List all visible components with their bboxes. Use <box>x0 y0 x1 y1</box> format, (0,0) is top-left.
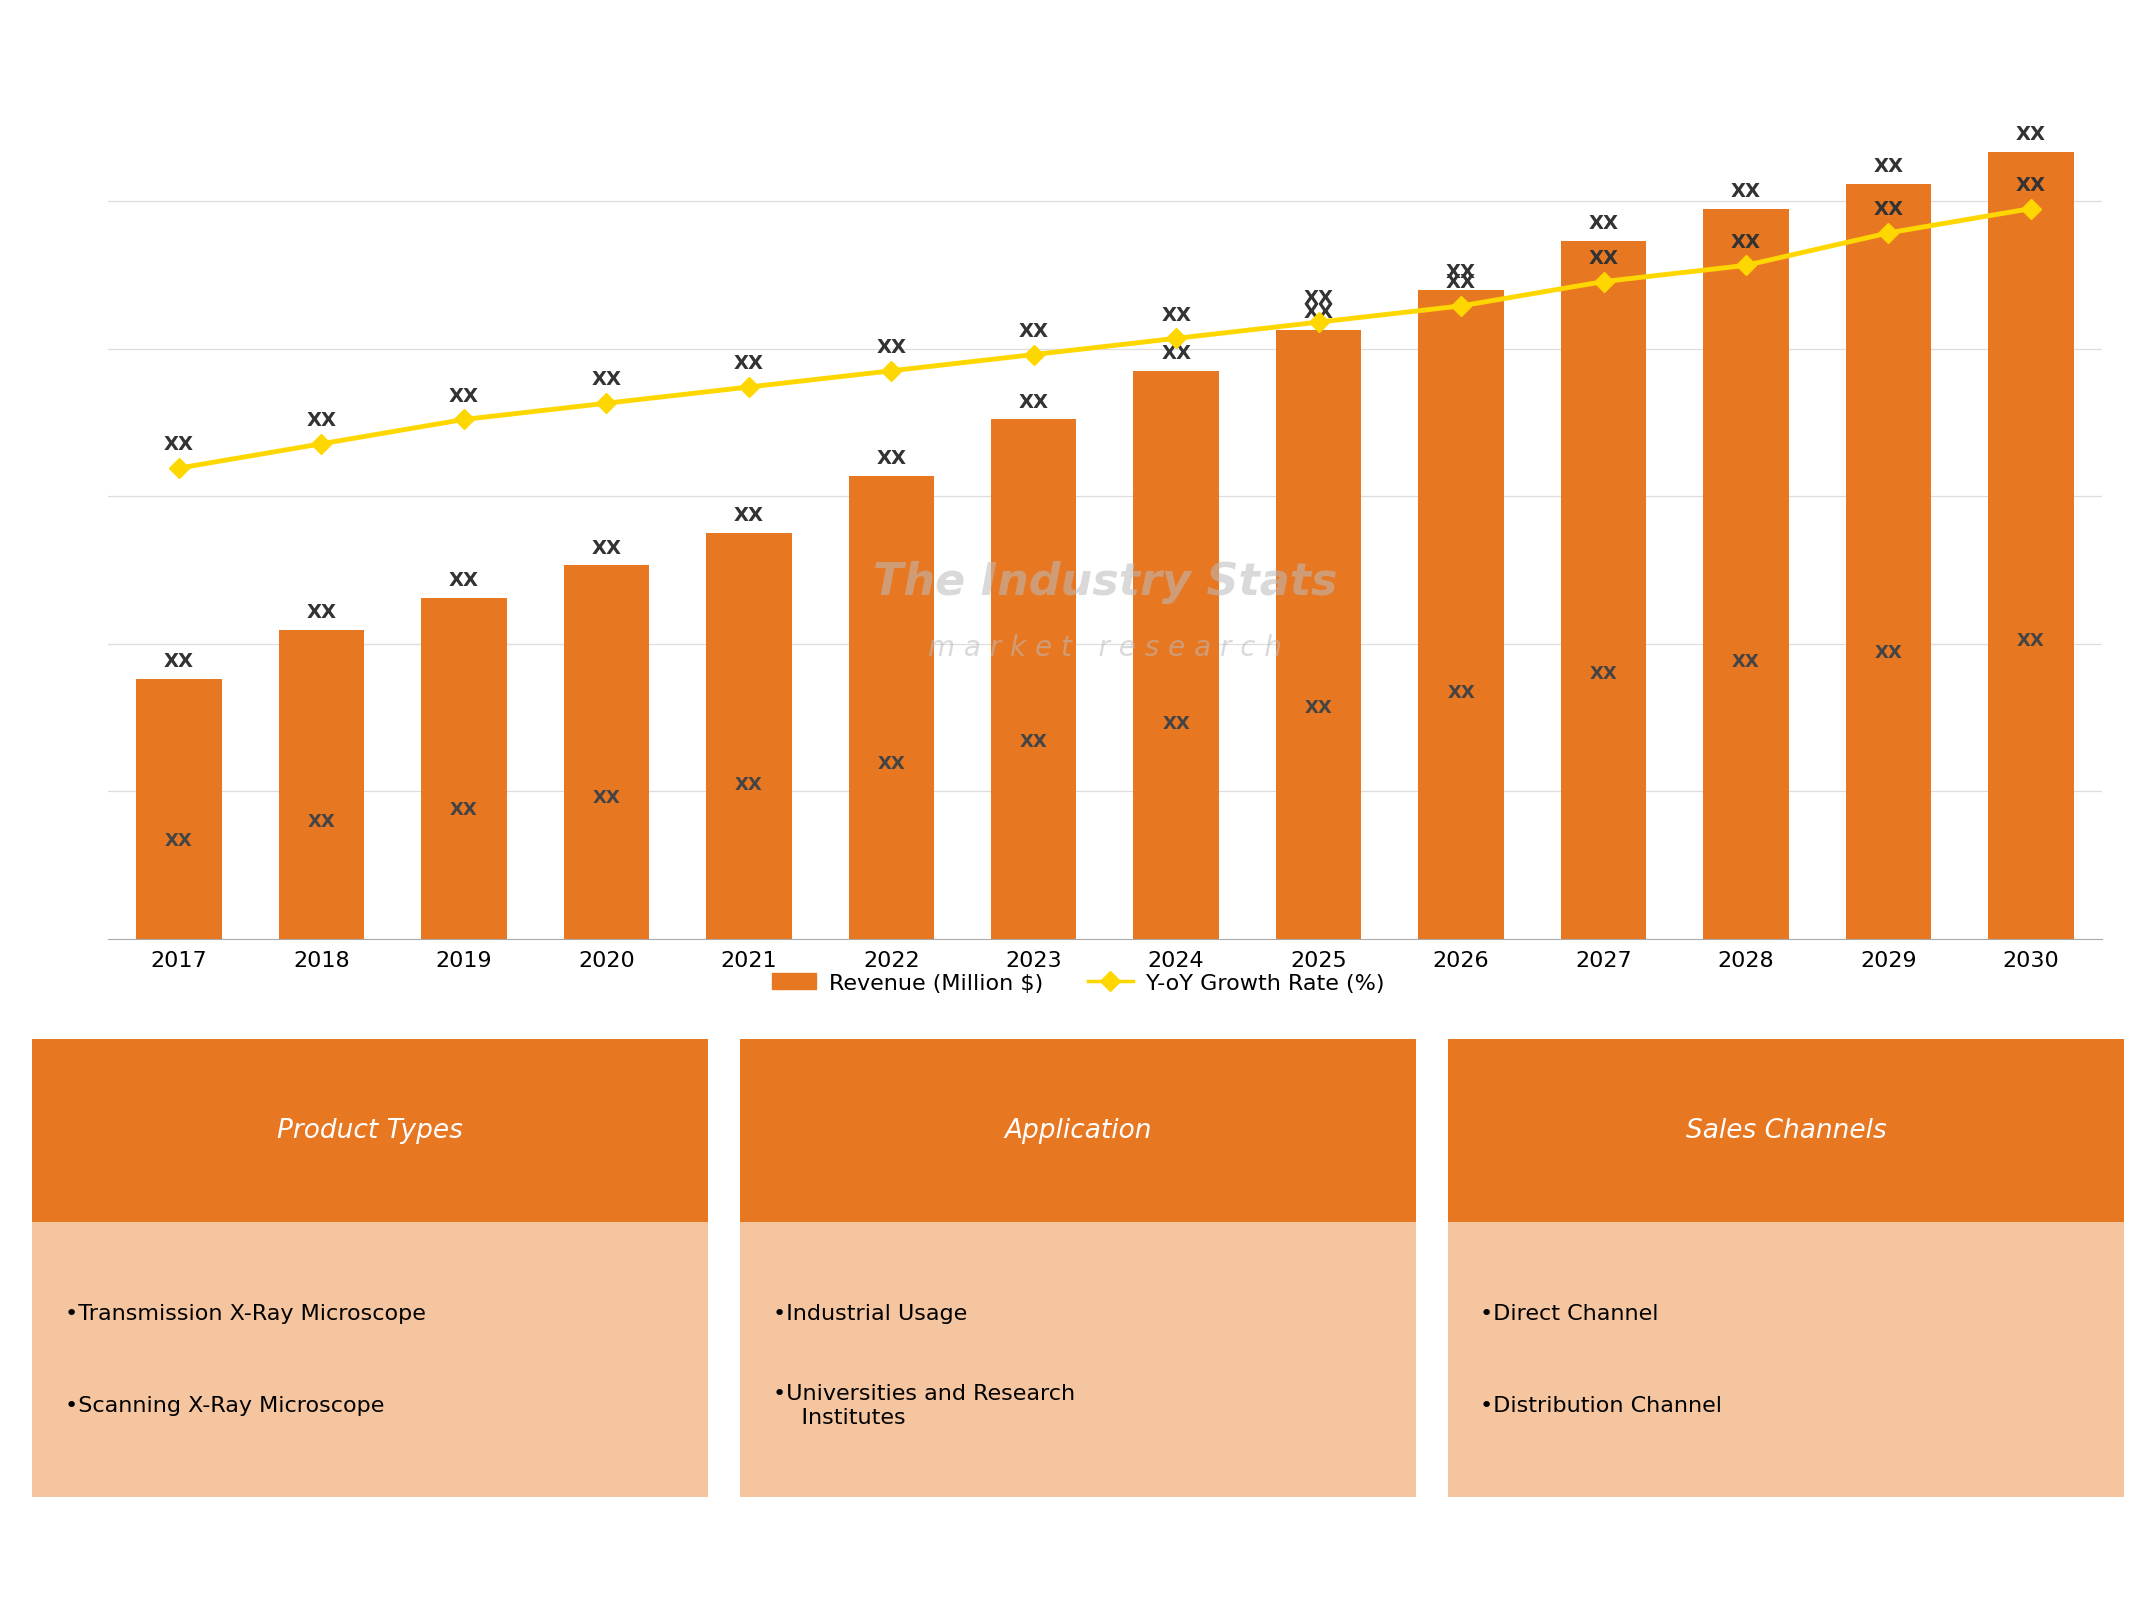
Text: XX: XX <box>1020 321 1048 340</box>
Text: XX: XX <box>306 603 336 623</box>
Bar <box>1846 185 1932 939</box>
Text: XX: XX <box>2016 175 2046 194</box>
Text: XX: XX <box>1304 289 1335 308</box>
Bar <box>1703 210 1789 939</box>
Bar <box>849 477 934 939</box>
Bar <box>992 421 1076 939</box>
Text: •Scanning X-Ray Microscope: •Scanning X-Ray Microscope <box>65 1395 384 1416</box>
Text: XX: XX <box>1589 249 1619 268</box>
Bar <box>1561 242 1647 939</box>
Text: XX: XX <box>733 355 763 372</box>
Bar <box>1276 331 1360 939</box>
Text: XX: XX <box>593 788 621 806</box>
Bar <box>563 567 649 939</box>
Text: •Transmission X-Ray Microscope: •Transmission X-Ray Microscope <box>65 1303 425 1324</box>
Text: •Distribution Channel: •Distribution Channel <box>1481 1395 1723 1416</box>
Text: XX: XX <box>735 775 763 794</box>
Text: XX: XX <box>875 449 906 469</box>
Text: XX: XX <box>2018 631 2044 648</box>
Legend: Revenue (Million $), Y-oY Growth Rate (%): Revenue (Million $), Y-oY Growth Rate (%… <box>763 965 1393 1002</box>
Text: XX: XX <box>1731 181 1761 201</box>
Text: XX: XX <box>164 435 194 454</box>
Bar <box>1449 1038 2124 1221</box>
Text: XX: XX <box>166 831 192 849</box>
Text: XX: XX <box>875 337 906 356</box>
Bar <box>707 533 791 939</box>
Text: XX: XX <box>306 411 336 430</box>
Bar <box>136 679 222 939</box>
Text: Source: Theindustrystats Analysis: Source: Theindustrystats Analysis <box>26 1557 401 1576</box>
Text: •Direct Channel: •Direct Channel <box>1481 1303 1658 1324</box>
Text: XX: XX <box>1589 213 1619 233</box>
Text: XX: XX <box>591 371 621 390</box>
Text: XX: XX <box>1304 698 1332 717</box>
Text: XX: XX <box>733 506 763 525</box>
Text: XX: XX <box>1304 303 1335 323</box>
Bar <box>1134 372 1218 939</box>
Text: XX: XX <box>1162 343 1190 363</box>
Text: XX: XX <box>1020 733 1048 751</box>
Text: Fig. Global X-Ray Microscope Market Status and Outlook: Fig. Global X-Ray Microscope Market Stat… <box>26 50 1087 83</box>
Text: XX: XX <box>1731 233 1761 252</box>
Text: XX: XX <box>1447 263 1477 281</box>
Text: XX: XX <box>2016 125 2046 144</box>
Text: XX: XX <box>164 652 194 671</box>
Text: XX: XX <box>1447 273 1477 292</box>
Text: Sales Channels: Sales Channels <box>1686 1117 1886 1143</box>
Bar <box>420 599 507 939</box>
Bar <box>1988 152 2074 939</box>
Text: XX: XX <box>877 754 906 772</box>
Text: XX: XX <box>1874 157 1904 177</box>
Text: Email: sales@theindustrystats.com: Email: sales@theindustrystats.com <box>886 1557 1270 1576</box>
Text: XX: XX <box>1447 684 1475 701</box>
Text: Product Types: Product Types <box>278 1117 464 1143</box>
Text: Application: Application <box>1005 1117 1151 1143</box>
Bar <box>740 1038 1416 1221</box>
Text: XX: XX <box>1020 392 1048 411</box>
Text: XX: XX <box>451 801 479 819</box>
Bar <box>740 1221 1416 1496</box>
Text: XX: XX <box>448 571 479 589</box>
Text: Website: www.theindustrystats.com: Website: www.theindustrystats.com <box>1731 1557 2130 1576</box>
Bar <box>1419 291 1505 939</box>
Text: XX: XX <box>1162 305 1190 324</box>
Text: XX: XX <box>591 538 621 557</box>
Text: XX: XX <box>1874 644 1902 661</box>
Bar <box>32 1221 707 1496</box>
Bar <box>32 1038 707 1221</box>
Text: XX: XX <box>1162 714 1190 732</box>
Text: m a r k e t   r e s e a r c h: m a r k e t r e s e a r c h <box>927 632 1283 661</box>
Text: The Industry Stats: The Industry Stats <box>873 560 1337 603</box>
Text: •Universities and Research
    Institutes: •Universities and Research Institutes <box>772 1384 1074 1427</box>
Text: XX: XX <box>448 387 479 406</box>
Text: •Industrial Usage: •Industrial Usage <box>772 1303 966 1324</box>
Bar <box>1449 1221 2124 1496</box>
Text: XX: XX <box>1589 664 1617 684</box>
Text: XX: XX <box>1731 653 1759 671</box>
Bar <box>278 631 364 939</box>
Text: XX: XX <box>1874 201 1904 218</box>
Text: XX: XX <box>308 812 336 831</box>
